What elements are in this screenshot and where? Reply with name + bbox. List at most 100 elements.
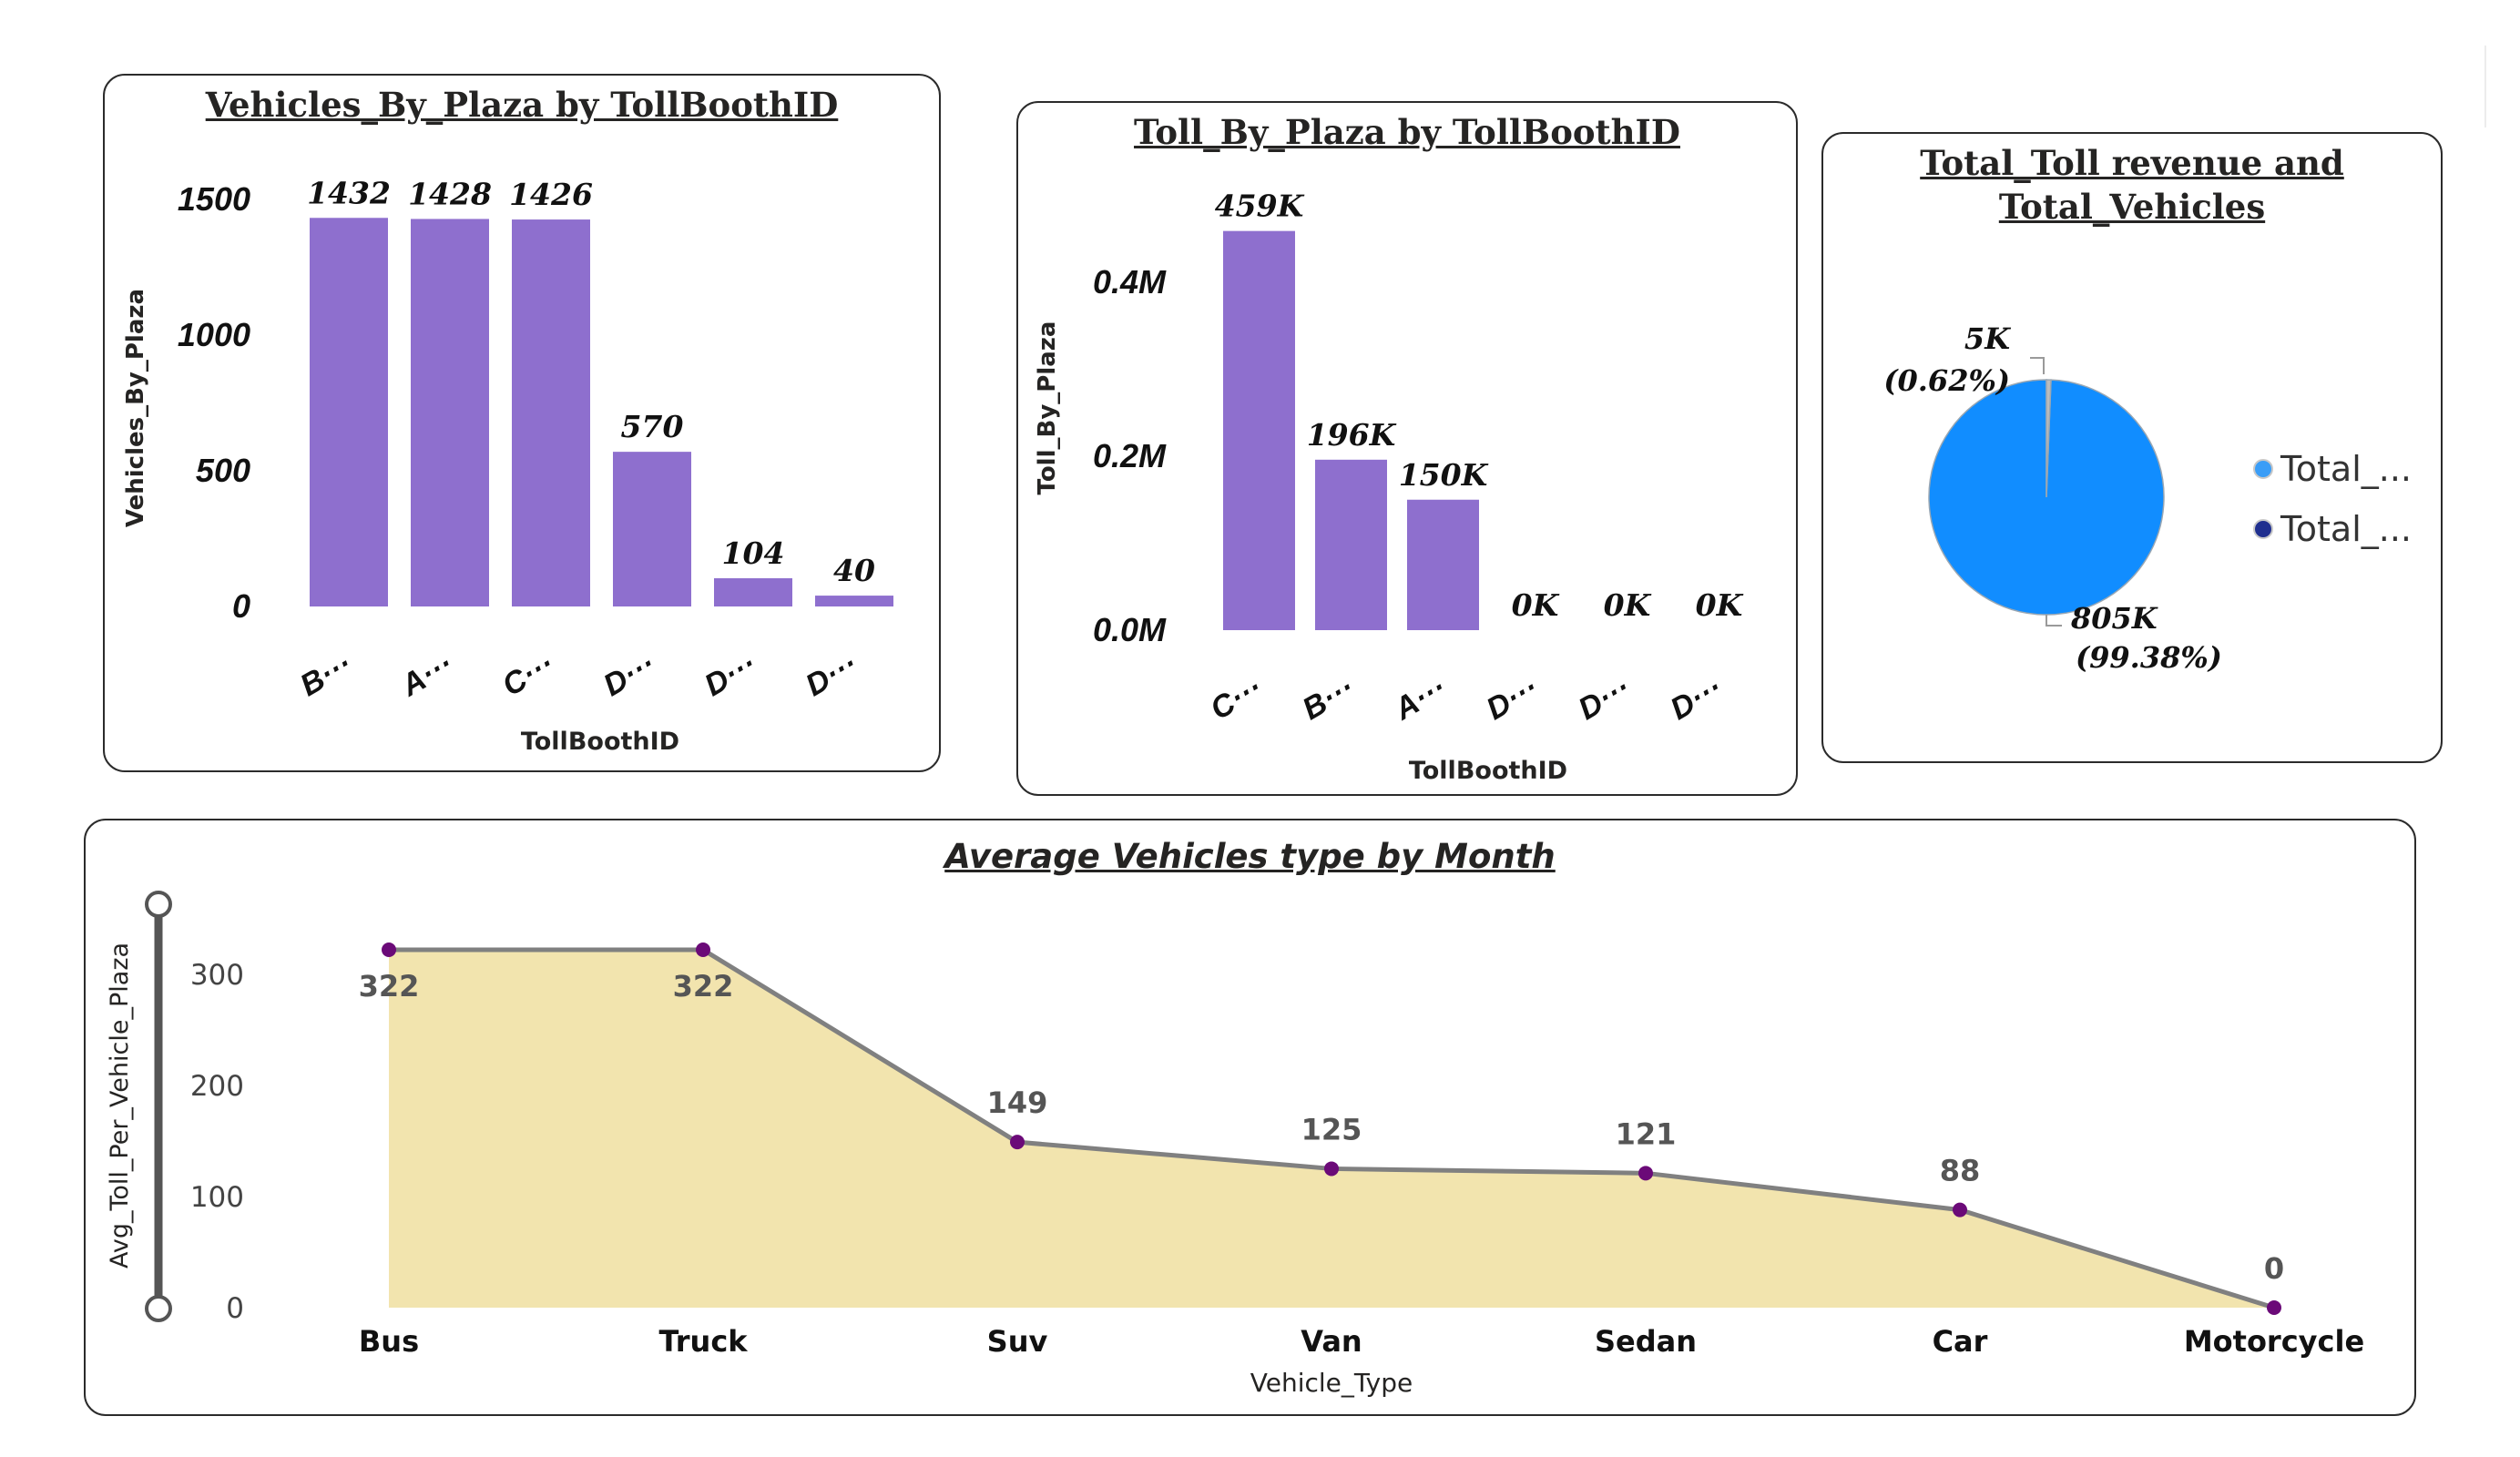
area-data-label: 121 [1616,1116,1677,1151]
area-x-tick: Truck [658,1324,748,1359]
toll-x-tick: D··· [1481,670,1545,727]
pie-percent-label: (99.38%) [2076,640,2222,675]
toll-data-label: 0K [1604,587,1652,623]
pie-data-label: 805K [2070,601,2158,636]
edge-divider [2484,46,2486,127]
total-toll-pie-card: Total_Toll revenue and Total_Vehicles 5K… [1821,132,2443,763]
vehicles-bar-chart: 0 500 1000 1500 Vehicles_By_Plaza 1432 B··· 142… [122,175,893,756]
area-data-label: 125 [1301,1112,1362,1146]
vehicles-x-tick: D··· [800,647,863,703]
toll-data-label: 150K [1399,457,1489,493]
area-chart-title: Average Vehicles type by Month [944,837,1556,876]
legend-dot-2 [2253,519,2273,539]
area-data-label: 88 [1940,1154,1981,1188]
toll-bar [1407,499,1479,630]
area-x-axis-title: Vehicle_Type [1250,1368,1413,1398]
area-line-chart: Avg_Toll_Per_Vehicle_Plaza 0 100 200 300 322 B… [106,891,2364,1398]
area-y-tick: 100 [190,1181,244,1214]
pie-chart: 5K (0.62%) 805K (99.38%) [1883,321,2222,675]
pie-leader-line [2030,357,2045,374]
average-vehicles-card: Average Vehicles type by Month Avg_Toll_… [84,819,2416,1416]
toll-chart-title: Toll_By_Plaza by TollBoothID [1134,112,1680,152]
vehicles-x-tick: D··· [699,647,762,703]
area-x-tick: Motorcycle [2184,1324,2364,1359]
area-x-tick: Car [1933,1324,1988,1359]
vehicles-bar [411,219,489,606]
area-point [1324,1161,1339,1177]
legend-label-2: Total_... [2280,509,2412,549]
vehicles-by-plaza-card: Vehicles_By_Plaza by TollBoothID 0 500 100… [103,74,941,772]
area-data-label: 0 [2264,1251,2284,1286]
pie-legend: Total_... Total_... [2253,439,2412,559]
vehicles-chart-title: Vehicles_By_Plaza by TollBoothID [205,85,839,125]
zoom-slider-handle-top[interactable] [145,891,172,918]
area-data-label: 322 [673,969,734,1004]
area-x-tick: Sedan [1595,1324,1697,1359]
toll-y-tick: 0.4M [1093,263,1167,301]
toll-x-tick: C··· [1205,670,1269,727]
vehicles-data-label: 40 [833,553,875,588]
area-x-tick: Bus [359,1324,419,1359]
toll-y-tick: 0.2M [1093,437,1167,474]
vehicles-x-tick: B··· [294,647,358,703]
vehicles-bar [310,218,388,606]
vehicles-x-tick: D··· [597,647,661,703]
vehicles-bar [815,596,893,606]
area-point [2267,1300,2281,1315]
pie-leader-line [2046,615,2062,627]
toll-bar [1223,230,1295,630]
legend-dot-1 [2253,459,2273,479]
toll-x-tick: B··· [1297,670,1361,727]
toll-by-plaza-card: Toll_By_Plaza by TollBoothID 0.0M 0.2M 0.4… [1016,101,1798,796]
toll-data-label: 0K [1696,587,1744,623]
vehicles-bar [613,452,691,606]
vehicles-data-label: 1426 [509,177,593,212]
vehicles-y-tick: 0 [232,587,250,625]
toll-data-label: 196K [1307,417,1397,453]
legend-label-1: Total_... [2280,449,2412,489]
area-y-axis-title: Avg_Toll_Per_Vehicle_Plaza [106,942,134,1269]
toll-x-tick: D··· [1573,670,1637,727]
vehicles-y-tick: 1500 [178,180,250,218]
toll-x-tick: D··· [1665,670,1729,727]
toll-data-label: 459K [1215,188,1305,224]
vehicles-data-label: 1428 [408,176,492,211]
toll-y-tick: 0.0M [1093,611,1167,648]
area-point [696,942,710,957]
toll-bar [1315,459,1387,630]
toll-data-label: 0K [1512,587,1560,623]
vehicles-y-tick: 1000 [178,316,250,353]
area-point [1010,1135,1025,1150]
toll-y-axis-title: Toll_By_Plaza [1034,321,1061,495]
toll-x-axis-title: TollBoothID [1409,757,1567,785]
area-x-tick: Suv [987,1324,1048,1359]
vehicles-bar [512,219,590,606]
area-fill [389,950,2274,1308]
pie-percent-label: (0.62%) [1883,363,2010,398]
area-point [1638,1166,1653,1181]
toll-bar-chart: 0.0M 0.2M 0.4M Toll_By_Plaza 459K C··· 196K B··… [1034,188,1744,785]
pie-data-label: 5K [1964,321,2011,356]
zoom-slider-handle-bottom[interactable] [145,1295,172,1322]
vehicles-x-axis-title: TollBoothID [521,728,679,756]
area-data-label: 149 [987,1085,1048,1120]
legend-item-2[interactable]: Total_... [2253,499,2412,559]
area-x-tick: Van [1301,1324,1362,1359]
vehicles-data-label: 104 [722,535,785,571]
vehicles-data-label: 570 [621,409,684,444]
area-y-tick: 200 [190,1070,244,1103]
pie-slice [2046,379,2052,498]
vehicles-data-label: 1432 [307,175,391,210]
legend-item-1[interactable]: Total_... [2253,439,2412,499]
pie-chart-title: Total_Toll revenue and Total_Vehicles [1920,143,2344,227]
vehicles-y-tick: 500 [196,452,250,489]
area-data-label: 322 [359,969,420,1004]
area-y-tick: 0 [226,1292,244,1325]
area-point [382,942,396,957]
area-y-tick: 300 [190,959,244,992]
vehicles-x-tick: A··· [394,647,459,704]
vehicles-y-axis-title: Vehicles_By_Plaza [122,289,149,527]
vehicles-bar [714,578,792,606]
toll-x-tick: A··· [1388,670,1453,728]
vehicles-x-tick: C··· [496,647,560,703]
